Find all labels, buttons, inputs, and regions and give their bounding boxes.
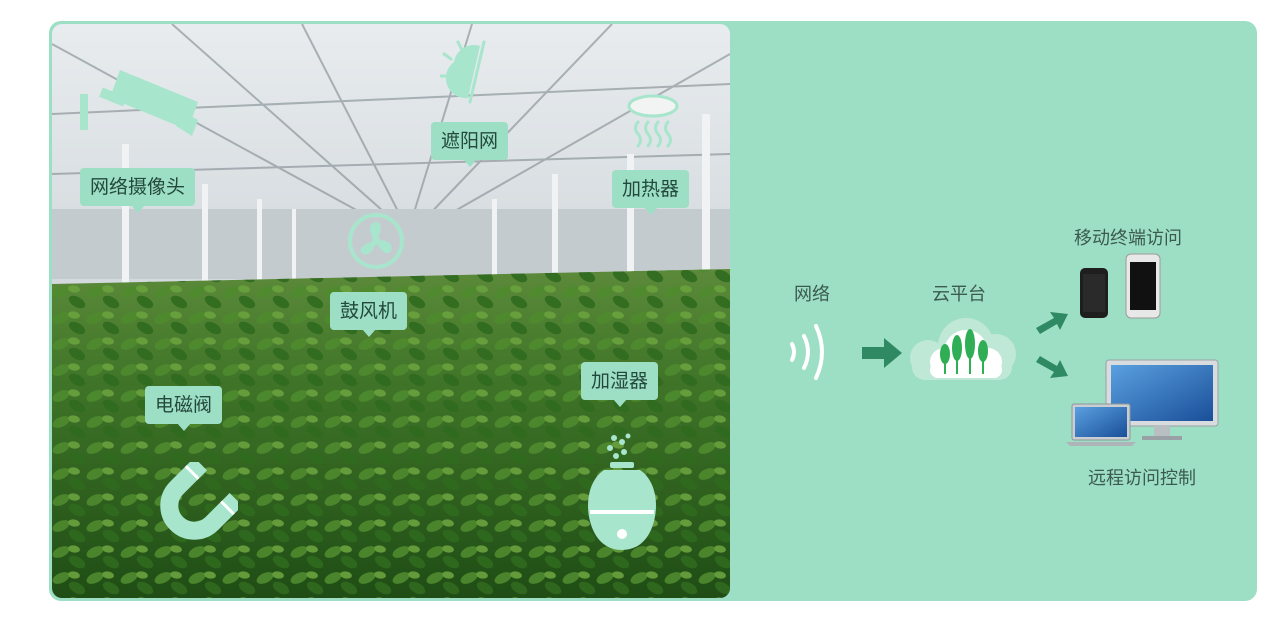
camera-label: 网络摄像头 — [90, 176, 186, 198]
shade-label: 遮阳网 — [441, 130, 499, 152]
arrow-up-right-icon — [1036, 312, 1068, 334]
fan-icon — [348, 213, 404, 269]
remote-control-label: 远程访问控制 — [1088, 468, 1196, 489]
cloud-label: 云平台 — [932, 284, 986, 305]
computer-devices-icon — [1066, 359, 1219, 446]
valve-callout: 电磁阀 — [145, 386, 223, 431]
mobile-devices-icon — [1080, 253, 1161, 319]
humidifier-label: 加湿器 — [591, 370, 649, 392]
shade-net-icon — [440, 40, 486, 104]
camera-icon — [80, 70, 198, 136]
fan-label: 鼓风机 — [340, 300, 398, 322]
heater-icon — [627, 94, 679, 148]
humidifier-icon — [588, 433, 656, 550]
arrow-right-icon — [862, 338, 902, 368]
fan-callout: 鼓风机 — [330, 292, 408, 337]
magnet-icon — [160, 462, 238, 540]
wifi-signal-icon — [790, 324, 824, 380]
mobile-access-label: 移动终端访问 — [1074, 228, 1182, 249]
shade-callout: 遮阳网 — [431, 122, 509, 167]
valve-label: 电磁阀 — [155, 394, 213, 416]
heater-label: 加热器 — [622, 178, 680, 200]
heater-callout: 加热器 — [612, 170, 690, 215]
cloud-platform-icon — [910, 318, 1016, 380]
arrow-down-right-icon — [1036, 356, 1068, 378]
humidifier-callout: 加湿器 — [581, 362, 659, 407]
camera-callout: 网络摄像头 — [80, 168, 196, 213]
network-label: 网络 — [794, 284, 830, 305]
